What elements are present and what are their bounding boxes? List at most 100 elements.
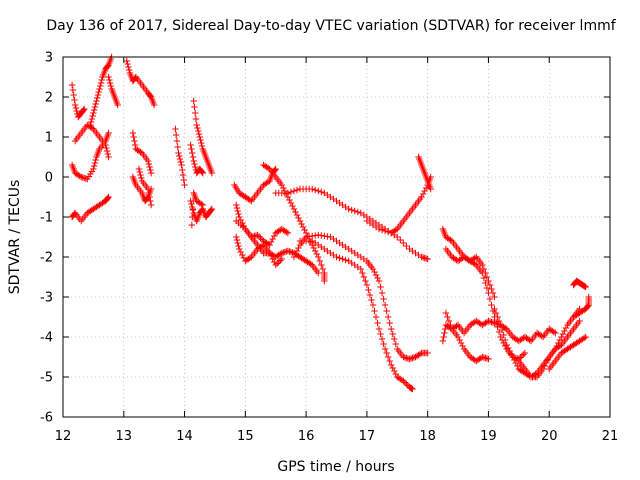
data-point [246,254,254,262]
data-point [374,274,381,282]
data-point [188,145,195,153]
data-point [147,166,154,174]
data-point [188,221,196,229]
data-point [483,284,491,292]
data-point [102,141,109,149]
y-tick-label: -4 [40,331,53,346]
data-point [136,168,143,176]
series-track-ah [570,293,592,321]
data-point [97,82,104,90]
data-point [497,321,504,329]
data-point [511,356,518,364]
data-point [188,149,196,157]
data-point [424,349,431,357]
series-track-x [363,173,434,237]
data-point [441,329,448,337]
data-point [125,66,133,74]
data-point [173,137,181,145]
y-tick-label: -1 [40,211,53,226]
series-track-d [68,81,88,121]
data-point [378,289,386,297]
data-point [286,196,293,204]
data-point [316,257,323,265]
data-point [190,97,197,105]
data-point [380,295,387,303]
data-point [416,350,424,358]
series-track-u [233,217,292,249]
data-point [147,197,154,205]
data-point [198,142,206,150]
data-point [274,260,281,267]
data-point [494,313,501,321]
data-point [76,172,83,180]
data-point [89,112,96,120]
data-point [384,353,392,361]
data-point [96,85,103,93]
data-point [321,277,328,285]
data-point [308,185,316,193]
data-point [91,159,99,167]
data-point [456,336,463,344]
plot-frame [62,56,611,418]
data-point [269,235,276,243]
data-point [506,347,513,355]
data-point [457,339,465,347]
data-point [105,129,112,137]
data-point [558,333,565,341]
series-track-q [260,161,328,285]
data-point [92,156,99,164]
data-point [198,139,205,147]
data-point [503,341,510,349]
data-point [174,143,181,151]
data-point [71,101,79,109]
data-point [234,207,241,215]
data-point [208,205,216,213]
data-point [421,187,428,195]
data-point [150,101,158,109]
data-point [104,150,112,158]
data-point [403,242,410,250]
data-point [192,115,200,123]
x-tick-label: 18 [419,429,436,444]
data-point [381,345,389,353]
x-tick-label: 17 [359,429,376,444]
data-point [576,317,583,325]
data-point [106,76,113,84]
data-point [71,96,78,104]
series-track-aa [442,245,498,301]
data-point [482,269,489,277]
y-tick-label: -3 [40,291,53,306]
data-point [287,199,295,207]
data-point [187,141,194,149]
data-point [284,189,292,197]
series-track-a [68,193,112,225]
data-point [339,255,346,263]
data-point [498,326,506,334]
data-point [87,121,94,129]
data-point [375,325,383,333]
x-tick-label: 20 [541,429,558,444]
data-point [145,160,153,168]
data-point [91,103,99,111]
x-tick-label: 16 [298,429,315,444]
data-point [442,309,450,317]
data-point [486,281,494,289]
data-point [480,265,488,273]
series-track-k [172,125,188,189]
x-tick-label: 14 [176,429,193,444]
data-point [257,234,264,242]
data-point [258,242,266,250]
data-point [189,213,196,221]
data-point [137,148,144,156]
data-point [145,189,153,197]
data-point [104,194,112,202]
data-point [190,157,197,165]
data-point [312,247,319,255]
data-point [233,233,240,241]
data-point [295,214,302,222]
data-point [488,285,495,293]
data-point [144,185,152,193]
data-point [272,261,279,269]
y-tick-label: -5 [40,371,53,386]
data-point [363,281,371,289]
